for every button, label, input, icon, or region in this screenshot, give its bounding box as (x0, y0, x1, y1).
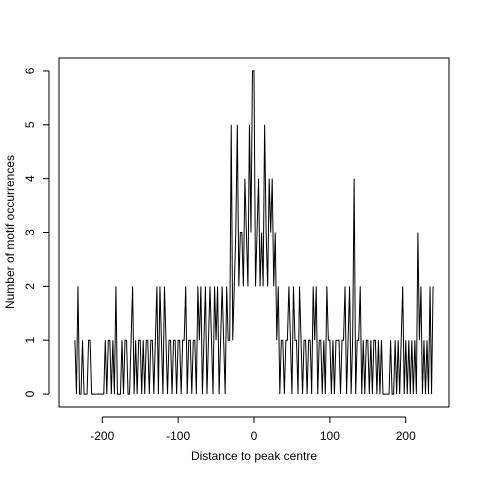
y-tick-label: 4 (23, 175, 37, 182)
y-tick-label: 6 (23, 67, 37, 74)
x-tick-label: 100 (320, 429, 340, 443)
x-tick-label: 0 (251, 429, 258, 443)
x-tick-label: -200 (90, 429, 114, 443)
x-tick-label: 200 (396, 429, 416, 443)
y-tick-label: 5 (23, 121, 37, 128)
y-axis-label: Number of motif occurrences (3, 155, 17, 309)
y-tick-label: 2 (23, 283, 37, 290)
data-line (74, 70, 434, 395)
plot-box (58, 57, 450, 408)
y-tick-label: 3 (23, 229, 37, 236)
x-axis-label: Distance to peak centre (191, 449, 317, 463)
y-tick-label: 1 (23, 337, 37, 344)
x-tick-label: -100 (166, 429, 190, 443)
y-tick-label: 0 (23, 390, 37, 397)
